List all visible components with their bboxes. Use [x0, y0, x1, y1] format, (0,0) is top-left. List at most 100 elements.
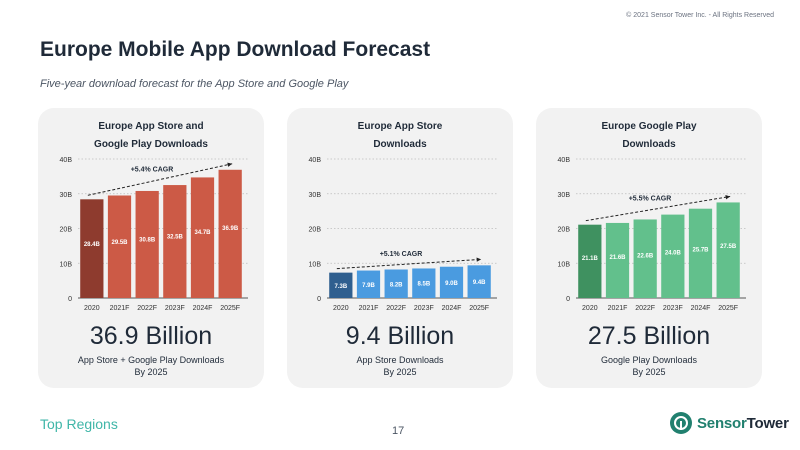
data-label: 9.0B [445, 281, 458, 287]
x-tick-label: 2025F [469, 305, 489, 312]
data-label: 8.5B [417, 282, 430, 288]
bar [329, 272, 353, 298]
data-label: 7.3B [334, 284, 347, 290]
bar [107, 195, 132, 298]
caption: App Store + Google Play Downloads By 202… [38, 354, 264, 378]
bar [439, 266, 464, 298]
x-tick-label: 2021F [608, 305, 628, 312]
data-label: 36.9B [222, 226, 239, 232]
bar [163, 185, 187, 298]
x-tick-label: 2023F [165, 305, 185, 312]
y-tick-label: 10B [558, 261, 571, 268]
caption-line1: Google Play Downloads [600, 355, 698, 365]
bar [135, 190, 159, 298]
sensor-tower-logo-icon [670, 412, 692, 434]
caption: App Store Downloads By 2025 [287, 354, 513, 378]
data-label: 34.7B [194, 230, 211, 236]
cagr-arrow-head [725, 195, 731, 200]
y-tick-label: 20B [60, 227, 73, 234]
data-label: 21.1B [582, 256, 599, 262]
panel-title: Europe App Store Downloads [287, 118, 513, 154]
cagr-label: +5.1% CAGR [380, 251, 423, 258]
cagr-arrow-line [336, 258, 482, 270]
x-tick-label: 2022F [635, 305, 655, 312]
data-label: 28.4B [84, 242, 101, 248]
bar [218, 169, 242, 298]
y-tick-label: 30B [309, 192, 322, 199]
bar [412, 268, 436, 298]
panel-title-line2: Downloads [622, 139, 676, 150]
data-label: 30.8B [139, 238, 156, 244]
y-tick-label: 30B [60, 192, 73, 199]
x-tick-label: 2024F [691, 305, 711, 312]
data-label: 7.9B [362, 283, 375, 289]
big-number: 27.5 Billion [587, 322, 711, 350]
top-regions-link[interactable]: Top Regions [40, 416, 118, 432]
panel-title-line1: Europe App Store and [98, 121, 204, 132]
x-tick-label: 2022F [137, 305, 157, 312]
bar [716, 202, 740, 298]
bar [688, 208, 713, 298]
big-number: 36.9 Billion [89, 322, 213, 350]
chart-panel-app-store: Europe App Store Downloads 0 10B 20B 30B 40B… [287, 108, 513, 388]
panel-title: Europe Google Play Downloads [536, 118, 762, 154]
page-title: Europe Mobile App Download Forecast [40, 38, 431, 61]
cagr-label: +5.5% CAGR [629, 196, 672, 203]
cagr-label: +5.4% CAGR [131, 167, 174, 174]
x-tick-label: 2020 [582, 305, 598, 312]
data-label: 24.0B [665, 251, 682, 257]
caption: Google Play Downloads By 2025 [536, 354, 762, 378]
x-tick-label: 2021F [110, 305, 130, 312]
data-label: 27.5B [720, 244, 737, 250]
y-tick-label: 10B [309, 261, 322, 268]
x-tick-label: 2020 [333, 305, 349, 312]
data-label: 22.6B [637, 253, 654, 259]
sensor-tower-logo-text: SensorTower [697, 414, 789, 432]
panel-title-line2: Google Play Downloads [94, 139, 208, 150]
page-subtitle: Five-year download forecast for the App … [40, 78, 349, 90]
x-tick-label: 2022F [386, 305, 406, 312]
bar [384, 269, 408, 298]
y-tick-label: 10B [60, 261, 73, 268]
y-tick-label: 0 [566, 296, 570, 303]
data-label: 32.5B [167, 234, 184, 240]
cagr-arrow-line [585, 195, 731, 222]
data-label: 25.7B [692, 247, 709, 253]
x-tick-label: 2025F [718, 305, 738, 312]
panel-title-line1: Europe Google Play [601, 121, 697, 132]
bar [467, 265, 491, 298]
data-label: 29.5B [111, 240, 128, 246]
copyright-notice: © 2021 Sensor Tower Inc. - All Rights Re… [626, 12, 774, 19]
x-tick-label: 2020 [84, 305, 100, 312]
x-tick-label: 2021F [359, 305, 379, 312]
data-label: 8.2B [390, 282, 403, 288]
bar [578, 224, 602, 298]
bar-chart-app-store: 0 10B 20B 30B 40B 7.3B 2020 7.9B 2021F 8.2B 2022F 8… [309, 157, 497, 312]
y-tick-label: 30B [558, 192, 571, 199]
y-tick-label: 40B [60, 157, 73, 164]
panel-title-line1: Europe App Store [357, 121, 443, 132]
data-label: 9.4B [473, 280, 486, 286]
y-tick-label: 40B [558, 157, 571, 164]
bar [633, 219, 657, 298]
page-number: 17 [392, 425, 405, 437]
cagr-arrow-head [476, 257, 482, 262]
caption-line1: App Store + Google Play Downloads [77, 355, 225, 365]
panel-title: Europe App Store and Google Play Downloa… [38, 118, 264, 154]
cagr-arrow-head [227, 162, 233, 167]
big-number: 9.4 Billion [345, 322, 455, 350]
x-tick-label: 2023F [414, 305, 434, 312]
bar [605, 222, 630, 298]
caption-line1: App Store Downloads [356, 355, 444, 365]
data-label: 21.6B [609, 255, 626, 261]
x-tick-label: 2023F [663, 305, 683, 312]
panel-title-line2: Downloads [373, 139, 427, 150]
bar-chart-google-play: 0 10B 20B 30B 40B 21.1B 2020 21.6B 2021F 22.6B 202… [558, 157, 746, 312]
sensor-tower-logo: SensorTower [670, 412, 789, 434]
caption-line2: By 2025 [134, 367, 168, 377]
y-tick-label: 0 [317, 296, 321, 303]
y-tick-label: 40B [309, 157, 322, 164]
chart-panel-google-play: Europe Google Play Downloads 0 10B 20B 30B 4… [536, 108, 762, 388]
caption-line2: By 2025 [383, 367, 417, 377]
x-tick-label: 2024F [442, 305, 462, 312]
